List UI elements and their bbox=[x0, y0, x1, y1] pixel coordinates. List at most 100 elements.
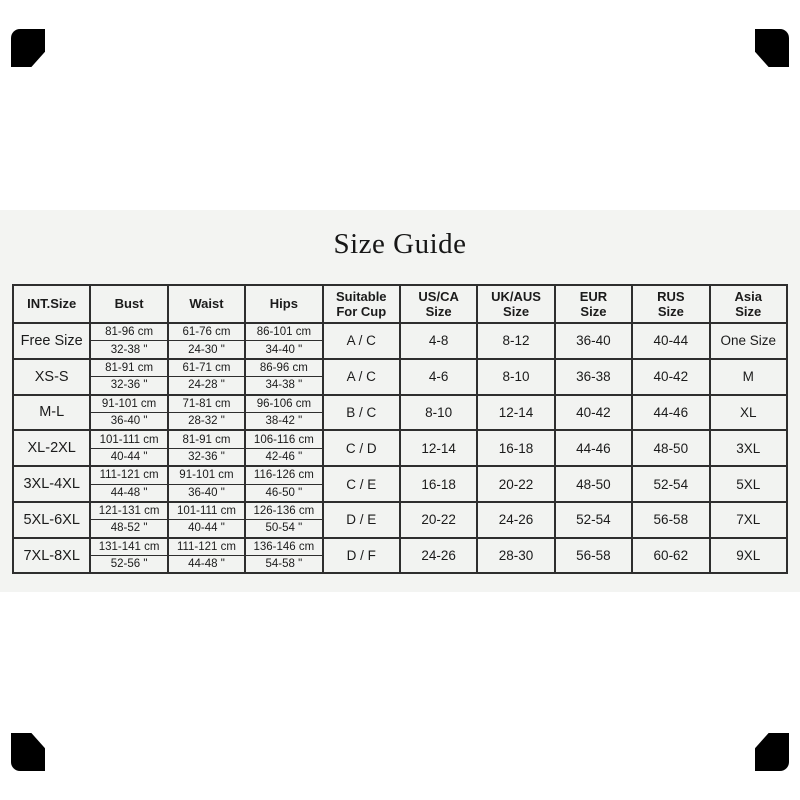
column-header: Hips bbox=[244, 284, 324, 324]
table-row-inches: 52-56 " 44-48 " 54-58 " bbox=[13, 555, 787, 575]
waist-inch-cell: 40-44 " bbox=[166, 519, 247, 539]
table-row: XS-S 81-91 cm 61-71 cm 86-96 cm A / C 4-6 8-10… bbox=[11, 357, 789, 396]
eur-size-cell: 56-58 bbox=[553, 536, 634, 575]
bust-inch-cell: 40-44 " bbox=[89, 447, 169, 468]
hips-inch-cell: 34-38 " bbox=[244, 376, 324, 396]
waist-cm-cell: 101-111 cm bbox=[166, 500, 247, 521]
cup-cell: D / E bbox=[321, 500, 401, 539]
ukaus-size-cell: 24-26 bbox=[476, 500, 556, 539]
int-size-cell: Free Size bbox=[11, 322, 92, 360]
rus-size-cell: 44-46 bbox=[631, 393, 711, 432]
hips-cm-cell: 126-136 cm bbox=[244, 500, 324, 521]
table-row-inches: 48-52 " 40-44 " 50-54 " bbox=[13, 519, 787, 539]
table-row: 5XL-6XL 121-131 cm 101-111 cm 126-136 cm D /… bbox=[11, 500, 789, 539]
eur-size-cell: 44-46 bbox=[553, 429, 634, 468]
size-guide-panel: Size Guide INT.Size Bust Waist Hips Suitable… bbox=[0, 210, 800, 592]
usca-size-cell: 24-26 bbox=[398, 536, 479, 575]
bust-cm-cell: 91-101 cm bbox=[89, 393, 169, 413]
usca-size-cell: 16-18 bbox=[398, 465, 479, 503]
corner-mark-top-right-icon bbox=[755, 29, 789, 67]
size-table-header: INT.Size Bust Waist Hips Suitable For Cup US/… bbox=[11, 284, 789, 324]
usca-size-cell: 4-8 bbox=[398, 322, 479, 360]
column-header: Suitable For Cup bbox=[321, 284, 401, 324]
bust-inch-cell: 52-56 " bbox=[89, 555, 169, 575]
asia-size-cell: One Size bbox=[708, 322, 789, 360]
waist-cm-cell: 61-71 cm bbox=[166, 357, 247, 378]
hips-inch-cell: 42-46 " bbox=[244, 447, 324, 468]
cup-cell: B / C bbox=[321, 393, 401, 432]
cup-cell: D / F bbox=[321, 536, 401, 575]
ukaus-size-cell: 8-12 bbox=[476, 322, 556, 360]
column-header: Bust bbox=[89, 284, 169, 324]
waist-cm-cell: 91-101 cm bbox=[166, 465, 247, 485]
column-header: INT.Size bbox=[11, 284, 92, 324]
int-size-cell: 5XL-6XL bbox=[11, 500, 92, 539]
waist-cm-cell: 71-81 cm bbox=[166, 393, 247, 413]
size-guide-table: INT.Size Bust Waist Hips Suitable For Cup US/… bbox=[11, 284, 789, 575]
waist-inch-cell: 44-48 " bbox=[166, 555, 247, 575]
eur-size-cell: 36-38 bbox=[553, 357, 634, 396]
int-size-cell: 7XL-8XL bbox=[11, 536, 92, 575]
rus-size-cell: 40-44 bbox=[631, 322, 711, 360]
usca-size-cell: 4-6 bbox=[398, 357, 479, 396]
waist-cm-cell: 111-121 cm bbox=[166, 536, 247, 557]
column-header: RUS Size bbox=[631, 284, 711, 324]
table-row-inches: 36-40 " 28-32 " 38-42 " bbox=[13, 411, 787, 432]
cup-cell: A / C bbox=[321, 357, 401, 396]
hips-cm-cell: 106-116 cm bbox=[244, 429, 324, 449]
bust-inch-cell: 36-40 " bbox=[89, 411, 169, 432]
rus-size-cell: 52-54 bbox=[631, 465, 711, 503]
hips-inch-cell: 50-54 " bbox=[244, 519, 324, 539]
asia-size-cell: 5XL bbox=[708, 465, 789, 503]
table-row-inches: 40-44 " 32-36 " 42-46 " bbox=[13, 447, 787, 468]
ukaus-size-cell: 20-22 bbox=[476, 465, 556, 503]
int-size-cell: XS-S bbox=[11, 357, 92, 396]
rus-size-cell: 48-50 bbox=[631, 429, 711, 468]
column-header: UK/AUS Size bbox=[476, 284, 556, 324]
waist-inch-cell: 36-40 " bbox=[166, 483, 247, 503]
asia-size-cell: XL bbox=[708, 393, 789, 432]
ukaus-size-cell: 12-14 bbox=[476, 393, 556, 432]
asia-size-cell: M bbox=[708, 357, 789, 396]
bust-cm-cell: 81-91 cm bbox=[89, 357, 169, 378]
ukaus-size-cell: 8-10 bbox=[476, 357, 556, 396]
hips-inch-cell: 54-58 " bbox=[244, 555, 324, 575]
hips-cm-cell: 136-146 cm bbox=[244, 536, 324, 557]
waist-inch-cell: 28-32 " bbox=[166, 411, 247, 432]
table-row: M-L 91-101 cm 71-81 cm 96-106 cm B / C 8-10 12… bbox=[11, 393, 789, 432]
hips-inch-cell: 46-50 " bbox=[244, 483, 324, 503]
cup-cell: C / E bbox=[321, 465, 401, 503]
hips-inch-cell: 34-40 " bbox=[244, 340, 324, 360]
bust-cm-cell: 111-121 cm bbox=[89, 465, 169, 485]
bust-cm-cell: 81-96 cm bbox=[89, 322, 169, 342]
ukaus-size-cell: 28-30 bbox=[476, 536, 556, 575]
bust-cm-cell: 121-131 cm bbox=[89, 500, 169, 521]
header-row: INT.Size Bust Waist Hips Suitable For Cup US/… bbox=[11, 284, 789, 324]
table-row: 7XL-8XL 131-141 cm 111-121 cm 136-146 cm D /… bbox=[11, 536, 789, 575]
int-size-cell: 3XL-4XL bbox=[11, 465, 92, 503]
bust-cm-cell: 101-111 cm bbox=[89, 429, 169, 449]
page-title: Size Guide bbox=[333, 228, 467, 260]
cup-cell: C / D bbox=[321, 429, 401, 468]
bust-cm-cell: 131-141 cm bbox=[89, 536, 169, 557]
table-row-inches: 44-48 " 36-40 " 46-50 " bbox=[13, 483, 787, 503]
bust-inch-cell: 32-36 " bbox=[89, 376, 169, 396]
bust-inch-cell: 44-48 " bbox=[89, 483, 169, 503]
bust-inch-cell: 48-52 " bbox=[89, 519, 169, 539]
waist-cm-cell: 81-91 cm bbox=[166, 429, 247, 449]
waist-inch-cell: 32-36 " bbox=[166, 447, 247, 468]
waist-inch-cell: 24-30 " bbox=[166, 340, 247, 360]
hips-cm-cell: 96-106 cm bbox=[244, 393, 324, 413]
eur-size-cell: 36-40 bbox=[553, 322, 634, 360]
table-row: 3XL-4XL 111-121 cm 91-101 cm 116-126 cm C / … bbox=[11, 465, 789, 503]
hips-cm-cell: 86-101 cm bbox=[244, 322, 324, 342]
bust-inch-cell: 32-38 " bbox=[89, 340, 169, 360]
asia-size-cell: 3XL bbox=[708, 429, 789, 468]
corner-mark-bottom-left-icon bbox=[11, 733, 45, 771]
column-header: US/CA Size bbox=[398, 284, 479, 324]
waist-cm-cell: 61-76 cm bbox=[166, 322, 247, 342]
